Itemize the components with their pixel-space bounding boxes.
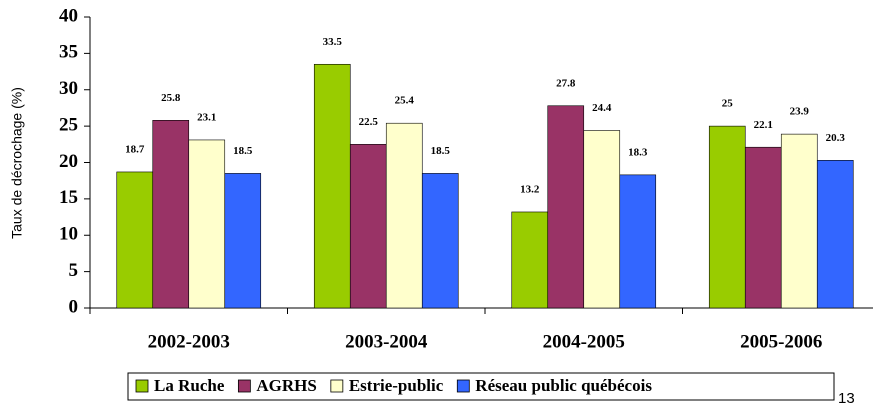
x-tick-label: 2002-2003 — [148, 331, 230, 352]
y-tick-label: 35 — [59, 42, 78, 63]
bar — [780, 133, 818, 309]
bar — [152, 120, 190, 309]
legend-label: La Ruche — [154, 376, 225, 395]
y-axis-label: Taux de décrochage (%) — [9, 87, 25, 239]
y-tick-label: 15 — [59, 187, 78, 208]
data-label: 18.7 — [125, 143, 145, 155]
data-label: 24.4 — [592, 102, 612, 114]
y-tick-label: 30 — [59, 78, 78, 99]
legend-label: Estrie-public — [349, 376, 444, 395]
y-tick-label: 5 — [69, 260, 79, 281]
data-label: 25.8 — [161, 92, 181, 104]
legend-swatch — [330, 379, 344, 393]
bar — [708, 125, 746, 309]
y-tick-label: 25 — [59, 114, 78, 135]
bar — [224, 173, 262, 309]
data-label: 23.1 — [197, 111, 216, 123]
data-label: 22.1 — [754, 119, 773, 131]
bar — [313, 63, 351, 309]
y-tick-label: 40 — [59, 5, 78, 26]
bar — [349, 144, 387, 309]
bar — [116, 171, 154, 309]
legend-swatch — [135, 379, 149, 393]
legend-swatch — [237, 379, 251, 393]
bar — [188, 139, 226, 309]
bar — [583, 130, 621, 309]
y-tick-label: 10 — [59, 224, 78, 245]
y-tick-label: 20 — [59, 151, 78, 172]
bar — [547, 105, 585, 309]
data-label: 18.5 — [431, 145, 451, 157]
page-number: 13 — [838, 390, 855, 407]
data-label: 33.5 — [323, 36, 343, 48]
bar — [744, 146, 782, 309]
bar — [816, 160, 854, 309]
x-tick-label: 2005-2006 — [740, 331, 822, 352]
legend-label: AGRHS — [256, 376, 316, 395]
bar — [421, 173, 459, 309]
legend-box — [127, 372, 835, 401]
data-label: 25 — [722, 98, 734, 110]
data-label: 20.3 — [826, 132, 846, 144]
data-label: 27.8 — [556, 77, 576, 89]
y-tick-label: 0 — [69, 296, 79, 317]
data-label: 25.4 — [395, 95, 415, 107]
bar — [619, 174, 657, 309]
x-tick-label: 2003-2004 — [345, 331, 428, 352]
data-label: 18.3 — [628, 146, 648, 158]
bar — [511, 211, 549, 309]
legend-swatch — [456, 379, 470, 393]
data-label: 22.5 — [359, 116, 379, 128]
bar — [385, 122, 423, 309]
data-label: 18.5 — [233, 145, 253, 157]
data-label: 13.2 — [520, 184, 540, 196]
x-tick-label: 2004-2005 — [543, 331, 625, 352]
legend-label: Réseau public québécois — [475, 376, 652, 395]
data-label: 23.9 — [790, 106, 810, 118]
